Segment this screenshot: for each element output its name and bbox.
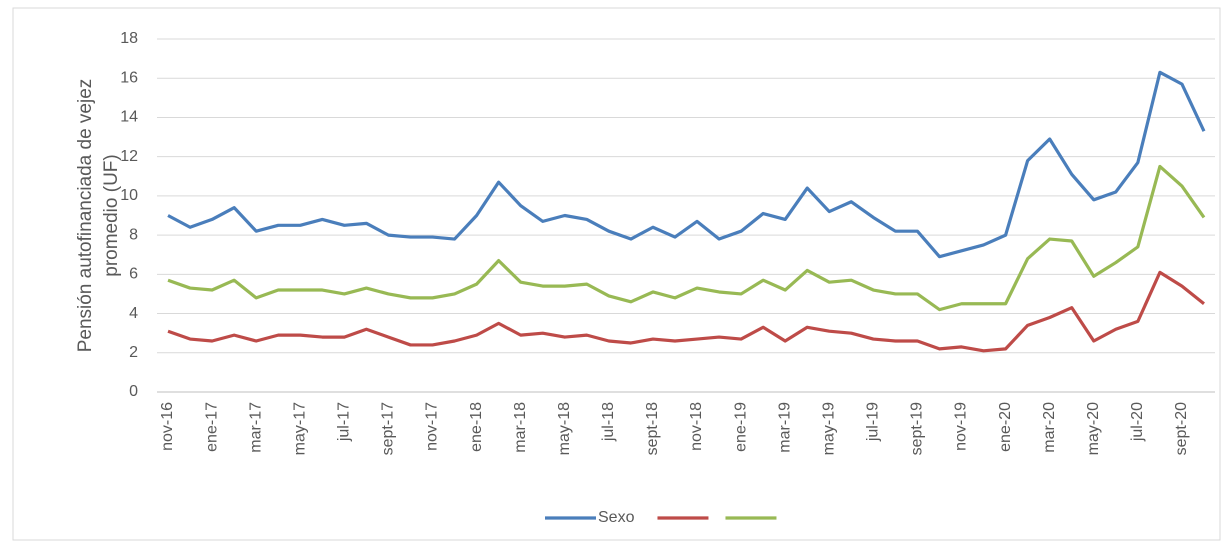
x-tick-label: nov-19 xyxy=(953,402,970,451)
y-tick-label: 16 xyxy=(120,69,138,86)
y-tick-label: 10 xyxy=(120,187,138,204)
y-tick-label: 2 xyxy=(129,344,138,361)
legend-label: Sexo xyxy=(598,509,635,526)
x-tick-label: ene-17 xyxy=(203,402,220,452)
y-axis-label: Pensión autofinanciada de vejez xyxy=(75,79,96,353)
y-tick-label: 6 xyxy=(129,266,138,283)
x-tick-label: jul-19 xyxy=(865,402,882,442)
x-tick-label: sept-17 xyxy=(380,402,397,455)
y-tick-label: 14 xyxy=(120,109,138,126)
x-tick-label: sept-18 xyxy=(644,402,661,455)
x-tick-label: may-17 xyxy=(291,402,308,455)
x-tick-label: ene-18 xyxy=(468,402,485,452)
x-tick-label: jul-17 xyxy=(336,402,353,442)
x-tick-label: nov-16 xyxy=(159,402,176,451)
y-tick-label: 0 xyxy=(129,383,138,400)
x-tick-label: sept-19 xyxy=(909,402,926,455)
y-tick-label: 12 xyxy=(120,148,138,165)
x-tick-label: mar-20 xyxy=(1041,402,1058,453)
x-tick-label: jul-18 xyxy=(600,402,617,442)
data-line xyxy=(167,164,1206,312)
y-axis-label: promedio (UF) xyxy=(101,154,122,276)
data-line xyxy=(167,270,1205,353)
x-tick-label: nov-17 xyxy=(424,402,441,451)
x-tick-label: may-18 xyxy=(556,402,573,455)
x-tick-label: sept-20 xyxy=(1173,402,1190,455)
data-line xyxy=(167,70,1206,259)
y-tick-label: 8 xyxy=(129,226,138,243)
x-tick-label: may-20 xyxy=(1085,402,1102,455)
x-tick-label: mar-17 xyxy=(247,402,264,453)
x-tick-label: ene-19 xyxy=(732,402,749,452)
x-tick-label: mar-19 xyxy=(776,402,793,453)
y-tick-label: 18 xyxy=(120,30,138,47)
x-tick-label: mar-18 xyxy=(512,402,529,453)
x-tick-label: ene-20 xyxy=(997,402,1014,452)
y-tick-label: 4 xyxy=(129,305,138,322)
x-tick-label: may-19 xyxy=(820,402,837,455)
x-tick-label: jul-20 xyxy=(1129,402,1146,442)
x-tick-label: nov-18 xyxy=(688,402,705,451)
